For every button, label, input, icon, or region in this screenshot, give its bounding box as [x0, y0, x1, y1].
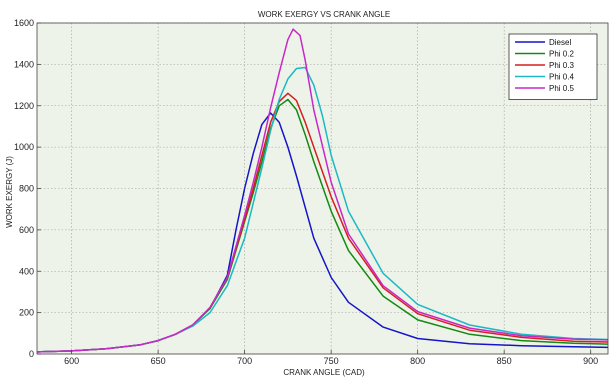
y-axis-title: WORK EXERGY (J)	[5, 156, 14, 228]
y-axis-ticks: 0 200 400 600 800 1000 1200 1400 1600	[14, 18, 41, 359]
y-tick-label: 0	[29, 349, 34, 359]
x-tick-label: 850	[497, 356, 512, 366]
chart-title: WORK EXERGY VS CRANK ANGLE	[258, 10, 390, 19]
y-tick-label: 1400	[14, 59, 34, 69]
legend: Diesel Phi 0.2 Phi 0.3 Phi 0.4 Phi 0.5	[508, 33, 598, 100]
legend-label: Phi 0.2	[549, 50, 574, 59]
y-tick-label: 200	[19, 308, 34, 318]
x-tick-label: 900	[583, 356, 598, 366]
legend-label: Phi 0.3	[549, 61, 574, 70]
x-tick-label: 700	[237, 356, 252, 366]
legend-label: Phi 0.5	[549, 84, 574, 93]
x-axis-ticks: 600 650 700 750 800 850 900	[64, 350, 598, 366]
x-tick-label: 600	[64, 356, 79, 366]
y-tick-label: 1600	[14, 18, 34, 28]
y-tick-label: 600	[19, 225, 34, 235]
legend-label: Phi 0.4	[549, 73, 574, 82]
legend-label: Diesel	[549, 38, 571, 47]
y-tick-label: 400	[19, 266, 34, 276]
x-tick-label: 800	[410, 356, 425, 366]
series-lines	[36, 28, 609, 353]
x-tick-label: 750	[324, 356, 339, 366]
x-tick-label: 650	[151, 356, 166, 366]
y-tick-label: 1000	[14, 142, 34, 152]
y-tick-label: 800	[19, 184, 34, 194]
x-axis-title: CRANK ANGLE (CAD)	[283, 368, 365, 377]
series-line-4	[36, 28, 609, 353]
y-tick-label: 1200	[14, 101, 34, 111]
